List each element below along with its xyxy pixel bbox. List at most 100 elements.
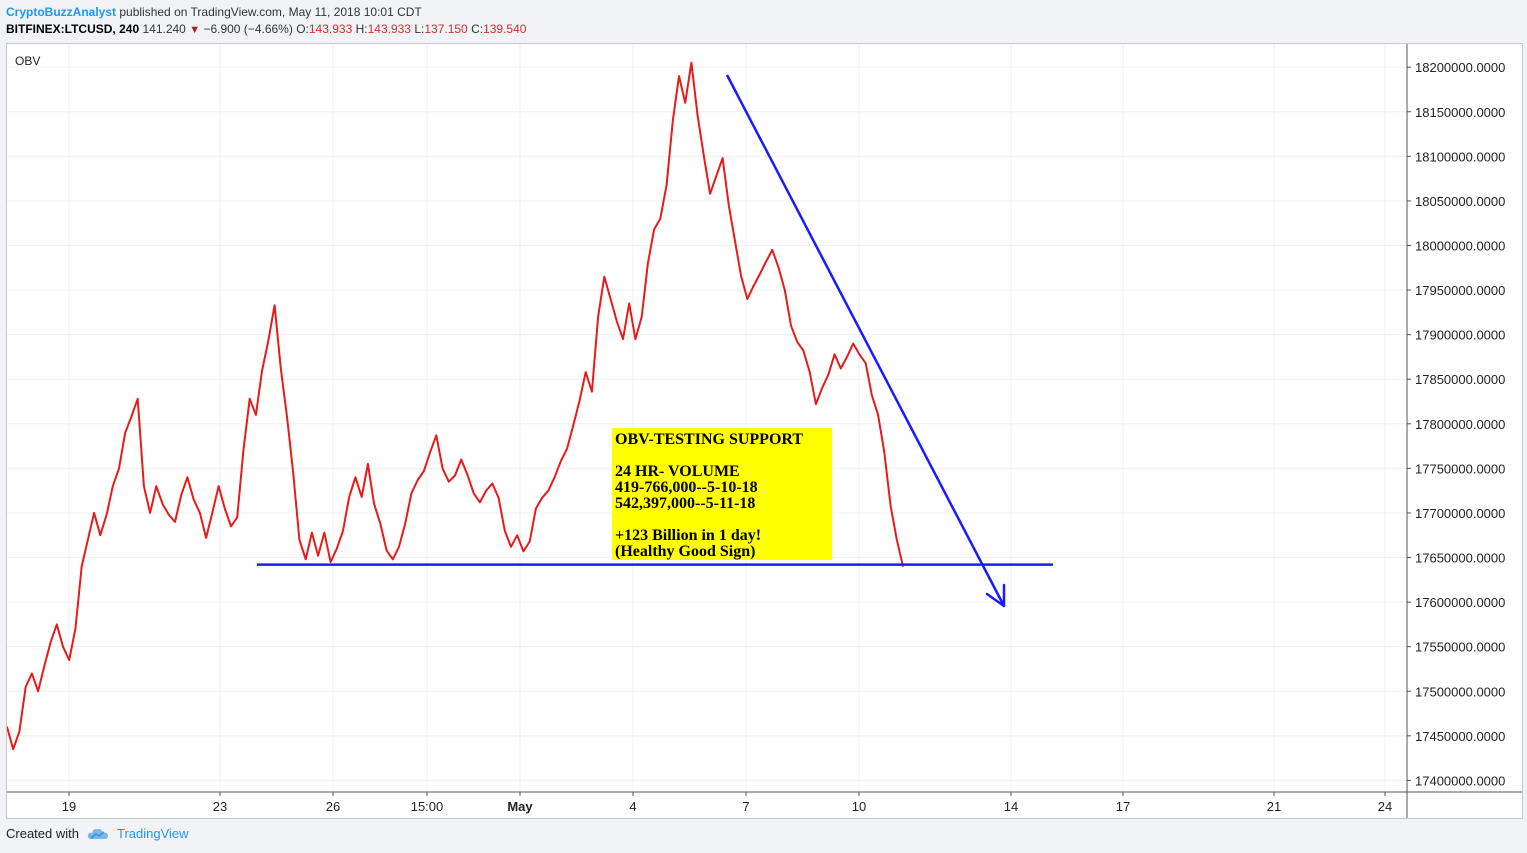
low-value: 137.150 — [424, 22, 468, 36]
y-tick-label: 17500000.0000 — [1415, 684, 1505, 699]
obv-point — [746, 298, 749, 300]
obv-point — [124, 432, 126, 434]
obv-point — [298, 539, 300, 541]
obv-point — [802, 350, 805, 352]
obv-point — [305, 558, 307, 560]
price-axis[interactable]: 18200000.0000 18150000.0000 18100000.0000 1… — [1406, 44, 1505, 818]
obv-point — [255, 414, 257, 416]
obv-point — [186, 476, 188, 478]
obv-point — [99, 534, 101, 536]
obv-point — [715, 175, 717, 177]
obv-point — [591, 391, 593, 393]
obv-point — [404, 523, 406, 525]
obv-point — [155, 485, 157, 487]
obv-point — [74, 628, 76, 630]
obv-point — [491, 482, 493, 485]
chart-area[interactable]: 18200000.0000 18150000.0000 18100000.0000 1… — [6, 43, 1523, 819]
obv-point — [753, 285, 755, 287]
obv-point — [193, 499, 195, 501]
obv-point — [734, 240, 736, 242]
obv-point — [330, 561, 332, 563]
y-tick-label: 17600000.0000 — [1415, 595, 1505, 610]
y-tick-label: 18150000.0000 — [1415, 105, 1505, 120]
open-label: O: — [296, 22, 309, 36]
obv-point — [348, 496, 350, 498]
y-tick-label: 18050000.0000 — [1415, 194, 1505, 209]
obv-point — [858, 353, 861, 355]
obv-point — [479, 501, 481, 503]
annotation-box[interactable]: OBV-TESTING SUPPORT 24 HR- VOLUME419-766,… — [612, 428, 832, 560]
obv-point — [678, 75, 680, 77]
last-price: 141.240 — [142, 22, 186, 36]
obv-point — [31, 672, 33, 675]
author-link[interactable]: CryptoBuzzAnalyst — [6, 5, 117, 19]
obv-point — [641, 316, 643, 318]
obv-point — [628, 302, 630, 304]
obv-point — [211, 512, 213, 514]
y-tick-label: 18000000.0000 — [1415, 238, 1505, 253]
obv-point — [659, 218, 661, 220]
time-axis[interactable]: 19 23 26 15:00 May 4 7 10 14 17 21 24 — [7, 791, 1522, 814]
obv-point — [653, 228, 655, 230]
obv-point — [137, 398, 139, 400]
obv-point — [18, 730, 20, 733]
publish-header: CryptoBuzzAnalyst published on TradingVi… — [6, 4, 422, 21]
obv-point — [840, 367, 842, 370]
obv-point — [323, 532, 325, 534]
obv-point — [560, 460, 562, 462]
x-tick-label: 19 — [62, 799, 76, 814]
obv-point — [765, 260, 767, 263]
obv-point — [522, 550, 525, 552]
drawings[interactable] — [257, 74, 1053, 608]
obv-point — [778, 267, 780, 269]
y-tick-label: 17750000.0000 — [1415, 461, 1505, 476]
obv-point — [771, 249, 773, 251]
high-label: H: — [355, 22, 368, 36]
created-with-label: Created with — [6, 826, 79, 841]
obv-point — [554, 476, 556, 478]
obv-point — [728, 204, 730, 206]
annotation-line: OBV-TESTING SUPPORT — [615, 431, 803, 448]
obv-point — [647, 262, 649, 264]
obv-point — [852, 343, 854, 345]
obv-point — [666, 184, 668, 186]
obv-point — [274, 304, 276, 306]
obv-point — [199, 512, 201, 514]
obv-point — [535, 507, 537, 510]
obv-point — [354, 476, 356, 478]
tradingview-brand-link[interactable]: TradingView — [116, 826, 189, 841]
obv-point — [902, 565, 904, 568]
y-tick-label: 17800000.0000 — [1415, 417, 1505, 432]
obv-point — [877, 414, 879, 416]
downtrend-arrow-line[interactable] — [725, 74, 1006, 607]
obv-point — [410, 492, 412, 494]
y-tick-label: 18200000.0000 — [1415, 60, 1505, 75]
annotation-line: 419-766,000--5-10-18 — [615, 479, 758, 496]
obv-point — [130, 416, 132, 418]
y-tick-label: 18100000.0000 — [1415, 149, 1505, 164]
obv-point — [547, 490, 549, 492]
obv-point — [236, 516, 238, 518]
obv-point — [342, 530, 344, 532]
obv-point — [286, 416, 288, 418]
ticker-label[interactable]: BITFINEX:LTCUSD, 240 — [6, 22, 140, 36]
obv-point — [242, 449, 244, 452]
arrow-head-icon — [985, 583, 1006, 608]
obv-point — [392, 558, 394, 560]
obv-point — [106, 514, 108, 516]
obv-point — [292, 472, 294, 474]
obv-point — [603, 276, 605, 278]
obv-point — [311, 532, 313, 534]
footer: Created with TradingView — [6, 826, 189, 841]
x-tick-label: 21 — [1267, 799, 1281, 814]
obv-point — [62, 646, 64, 648]
tradingview-cloud-icon — [87, 828, 108, 839]
obv-point — [93, 512, 95, 514]
obv-point — [740, 276, 742, 278]
obv-point — [37, 690, 39, 692]
obv-point — [317, 555, 319, 557]
obv-point — [261, 369, 263, 371]
obv-chart[interactable]: 18200000.0000 18150000.0000 18100000.0000 1… — [7, 44, 1522, 818]
obv-point — [610, 298, 612, 300]
x-tick-label: 24 — [1378, 799, 1392, 814]
